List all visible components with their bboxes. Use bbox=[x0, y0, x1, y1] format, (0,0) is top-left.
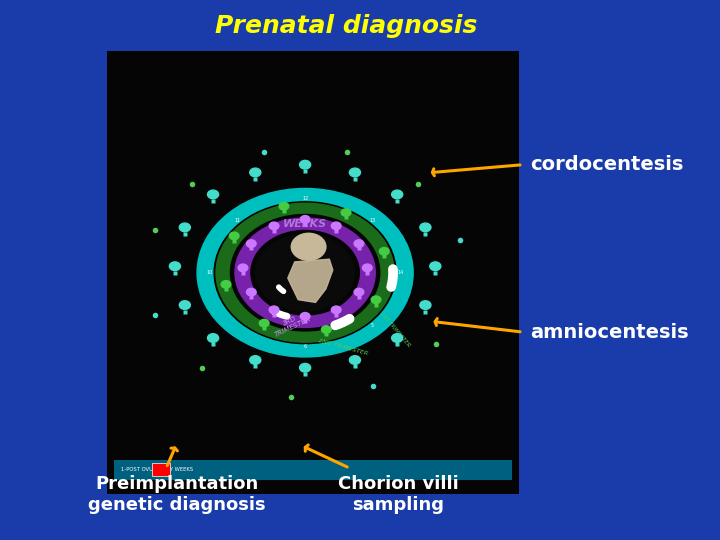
Text: 13: 13 bbox=[369, 218, 375, 223]
Text: 11: 11 bbox=[235, 218, 241, 223]
Text: Prenatal diagnosis: Prenatal diagnosis bbox=[215, 14, 477, 37]
Circle shape bbox=[250, 168, 261, 177]
Circle shape bbox=[207, 334, 219, 342]
Text: 2ND TRIMESTER: 2ND TRIMESTER bbox=[318, 338, 369, 356]
Circle shape bbox=[259, 319, 269, 327]
Circle shape bbox=[246, 288, 256, 296]
Circle shape bbox=[321, 326, 331, 333]
FancyBboxPatch shape bbox=[114, 460, 513, 480]
Circle shape bbox=[379, 247, 389, 255]
Circle shape bbox=[392, 190, 402, 199]
Circle shape bbox=[269, 222, 279, 230]
Circle shape bbox=[300, 160, 310, 169]
Circle shape bbox=[179, 301, 190, 309]
Polygon shape bbox=[288, 259, 333, 302]
Circle shape bbox=[197, 188, 413, 357]
Text: Preimplantation
genetic diagnosis: Preimplantation genetic diagnosis bbox=[88, 475, 266, 514]
Circle shape bbox=[354, 288, 364, 296]
Circle shape bbox=[362, 264, 372, 272]
Text: 12: 12 bbox=[302, 196, 308, 201]
Text: 1-POST OVULATORY WEEKS: 1-POST OVULATORY WEEKS bbox=[121, 467, 193, 472]
Circle shape bbox=[349, 168, 361, 177]
Circle shape bbox=[214, 202, 396, 343]
Circle shape bbox=[420, 223, 431, 232]
Circle shape bbox=[269, 306, 279, 314]
Circle shape bbox=[300, 215, 310, 223]
Text: cordocentesis: cordocentesis bbox=[530, 155, 683, 174]
Text: 10: 10 bbox=[207, 270, 213, 275]
Circle shape bbox=[207, 190, 219, 199]
Text: 3RD
TRIMESTER: 3RD TRIMESTER bbox=[271, 310, 312, 338]
Circle shape bbox=[216, 203, 395, 342]
Circle shape bbox=[250, 356, 261, 364]
Text: WEEKS: WEEKS bbox=[283, 219, 327, 229]
Text: 5: 5 bbox=[371, 322, 374, 328]
Circle shape bbox=[341, 209, 351, 217]
Circle shape bbox=[251, 231, 359, 315]
FancyBboxPatch shape bbox=[153, 463, 170, 476]
Circle shape bbox=[349, 356, 361, 364]
Circle shape bbox=[300, 363, 310, 372]
Circle shape bbox=[392, 334, 402, 342]
Circle shape bbox=[430, 262, 441, 271]
Circle shape bbox=[420, 301, 431, 309]
Circle shape bbox=[230, 232, 239, 240]
Circle shape bbox=[372, 296, 381, 303]
Circle shape bbox=[354, 240, 364, 247]
Circle shape bbox=[292, 233, 326, 260]
Circle shape bbox=[230, 214, 379, 331]
Circle shape bbox=[300, 313, 310, 320]
FancyBboxPatch shape bbox=[107, 51, 519, 494]
Circle shape bbox=[235, 218, 375, 327]
Circle shape bbox=[221, 281, 231, 288]
Circle shape bbox=[238, 264, 248, 272]
Circle shape bbox=[331, 222, 341, 230]
Circle shape bbox=[246, 240, 256, 247]
Circle shape bbox=[331, 306, 341, 314]
Text: 6: 6 bbox=[304, 345, 307, 349]
Circle shape bbox=[256, 234, 354, 311]
Circle shape bbox=[179, 223, 190, 232]
Text: 14: 14 bbox=[397, 270, 403, 275]
Circle shape bbox=[279, 202, 289, 210]
Text: Chorion villi
sampling: Chorion villi sampling bbox=[338, 475, 459, 514]
Text: 1ST TRIMESTER: 1ST TRIMESTER bbox=[379, 311, 411, 348]
Circle shape bbox=[169, 262, 181, 271]
Text: amniocentesis: amniocentesis bbox=[530, 322, 688, 342]
